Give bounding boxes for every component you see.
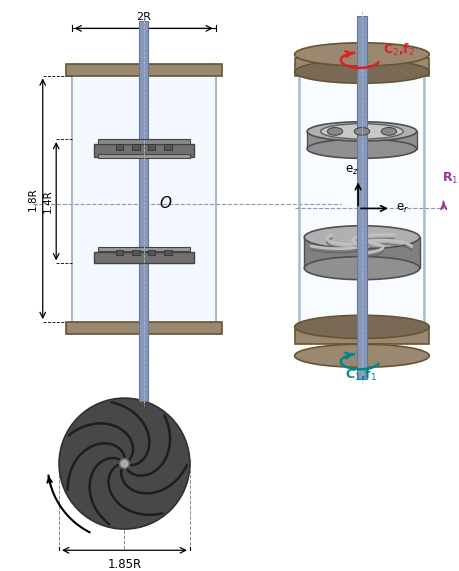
Bar — [147, 144, 155, 150]
Bar — [163, 144, 171, 150]
Bar — [139, 21, 148, 401]
Ellipse shape — [294, 60, 428, 83]
Text: 1.4R: 1.4R — [42, 189, 52, 212]
Text: 1.8R: 1.8R — [28, 187, 38, 211]
Bar — [307, 131, 416, 148]
Bar — [163, 250, 171, 255]
Ellipse shape — [320, 124, 403, 139]
Text: O: O — [159, 196, 171, 211]
Text: 1.85R: 1.85R — [107, 558, 141, 571]
Circle shape — [119, 459, 129, 468]
Text: C$_2$,f$_2$: C$_2$,f$_2$ — [382, 42, 414, 58]
Bar — [116, 250, 123, 255]
Ellipse shape — [353, 127, 369, 135]
Text: 2R: 2R — [136, 11, 151, 22]
Bar — [97, 155, 190, 158]
Bar — [132, 250, 140, 255]
Bar — [294, 58, 428, 75]
Bar — [294, 327, 428, 344]
Bar — [97, 139, 190, 144]
Text: e$_r$: e$_r$ — [395, 202, 408, 215]
Ellipse shape — [303, 256, 419, 280]
Bar — [299, 66, 424, 336]
Ellipse shape — [381, 127, 396, 135]
Ellipse shape — [307, 139, 416, 158]
Bar — [94, 144, 193, 158]
Ellipse shape — [294, 315, 428, 339]
Bar — [66, 322, 221, 333]
Bar — [116, 144, 123, 150]
Bar — [147, 250, 155, 255]
Bar — [94, 252, 193, 263]
Ellipse shape — [294, 344, 428, 367]
Text: e$_z$: e$_z$ — [345, 163, 358, 176]
Bar — [66, 64, 221, 75]
Bar — [303, 238, 419, 268]
Bar — [132, 144, 140, 150]
Text: R$_1$: R$_1$ — [441, 171, 457, 186]
Bar — [72, 64, 215, 333]
Bar — [97, 247, 190, 251]
Circle shape — [59, 398, 190, 529]
Ellipse shape — [327, 127, 342, 135]
Text: C$_1$,f$_1$: C$_1$,f$_1$ — [344, 367, 376, 383]
Ellipse shape — [307, 122, 416, 141]
Bar — [356, 16, 366, 379]
Ellipse shape — [294, 43, 428, 66]
Ellipse shape — [303, 226, 419, 249]
